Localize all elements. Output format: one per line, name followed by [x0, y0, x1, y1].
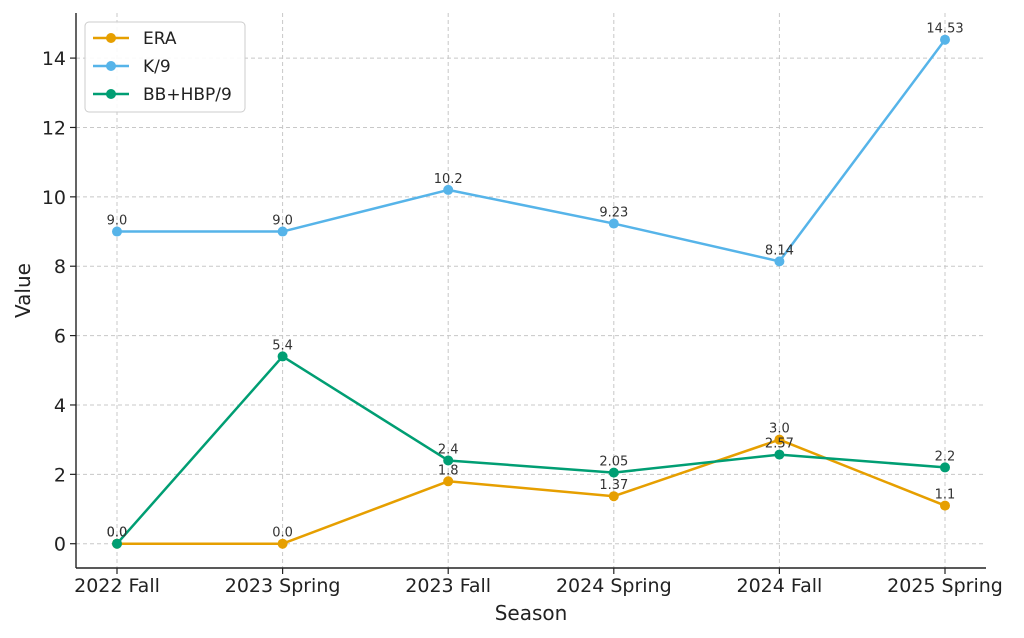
data-point [940, 462, 950, 473]
y-tick-label: 0 [54, 534, 66, 556]
data-label: 14.53 [926, 22, 963, 37]
data-point [112, 226, 122, 237]
x-tick-label: 2022 Fall [74, 575, 160, 597]
x-tick-label: 2024 Spring [556, 575, 672, 597]
legend-entry-k-9: K/9 [93, 57, 171, 77]
data-point [608, 467, 619, 478]
data-point [940, 34, 950, 45]
legend: ERA K/9 BB+HBP/9 [84, 21, 246, 113]
data-label: 1.37 [599, 478, 628, 493]
data-point [443, 476, 454, 487]
data-point [112, 538, 122, 549]
data-label: 1.1 [935, 488, 956, 503]
axes [75, 13, 986, 569]
y-tick-label: 8 [54, 256, 66, 278]
y-tick-label: 4 [54, 395, 66, 417]
data-label: 5.4 [272, 338, 293, 353]
data-point [443, 184, 454, 195]
y-tick-label: 14 [42, 48, 66, 70]
y-tick-label: 10 [42, 187, 66, 209]
data-label: 9.0 [272, 214, 293, 229]
data-point [608, 218, 619, 229]
x-tick-label: 2025 Spring [887, 575, 1003, 597]
data-label: 2.57 [765, 437, 794, 452]
data-label: 0.0 [272, 526, 293, 541]
data-label: 2.4 [438, 442, 459, 457]
x-axis-label: Season [495, 601, 568, 625]
y-tick-label: 12 [42, 117, 66, 139]
data-label: 3.0 [769, 422, 790, 437]
series-line [116, 355, 946, 545]
y-tick-label: 2 [54, 464, 66, 486]
y-axis-label: Value [11, 263, 35, 318]
data-point [774, 449, 785, 460]
data-label: 2.2 [935, 449, 956, 464]
legend-label: ERA [143, 29, 177, 49]
data-label: 8.14 [765, 243, 794, 258]
data-point [277, 538, 288, 549]
y-axis-ticks: 0 2 4 6 8 10 12 14 [42, 48, 76, 556]
series-era: 0.0 0.0 1.8 1.37 3.0 1.1 [107, 422, 956, 549]
y-tick-label: 6 [54, 326, 66, 348]
legend-entry-era: ERA [93, 29, 177, 49]
series-bb-hbp-9: 0.0 5.4 2.4 2.05 2.57 2.2 [107, 338, 956, 549]
legend-marker [106, 61, 116, 71]
data-label: 9.0 [107, 214, 128, 229]
legend-label: BB+HBP/9 [143, 85, 232, 105]
data-point [277, 351, 288, 362]
series-line [117, 38, 947, 263]
data-point [608, 491, 619, 502]
x-tick-label: 2023 Spring [225, 575, 341, 597]
data-label: 0.0 [107, 526, 128, 541]
series-layer: 0.0 0.0 1.8 1.37 3.0 1.1 9.0 9.0 10.2 9.23 8.14 14.… [107, 22, 964, 549]
legend-marker [106, 33, 116, 43]
data-label: 9.23 [599, 206, 628, 221]
data-point [443, 455, 454, 466]
data-label: 10.2 [434, 172, 463, 187]
legend-entry-bb-hbp-9: BB+HBP/9 [93, 85, 232, 105]
data-point [774, 434, 785, 445]
series-line [117, 438, 946, 545]
x-tick-label: 2023 Fall [405, 575, 491, 597]
data-point [277, 226, 288, 237]
legend-box [84, 21, 246, 113]
data-label: 1.8 [438, 463, 459, 478]
legend-label: K/9 [143, 57, 171, 77]
legend-marker [106, 89, 116, 99]
data-point [774, 256, 785, 267]
x-axis-ticks: 2022 Fall 2023 Spring 2023 Fall 2024 Spring… [74, 568, 1003, 597]
series-k-9: 9.0 9.0 10.2 9.23 8.14 14.53 [107, 22, 964, 267]
data-point [940, 500, 950, 511]
data-label: 2.05 [599, 455, 628, 470]
x-tick-label: 2024 Fall [737, 575, 823, 597]
